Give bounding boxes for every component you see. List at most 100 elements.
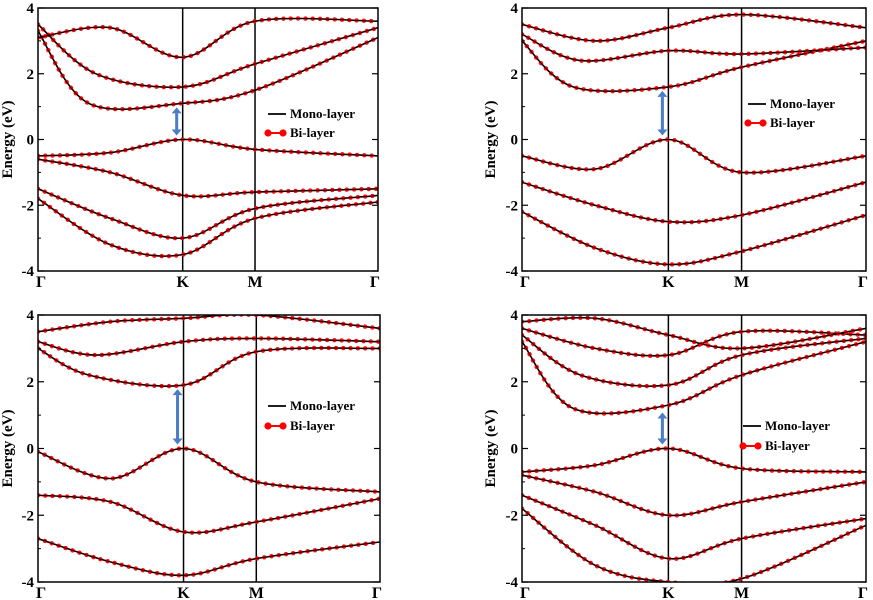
legend-bilayer-label: Bi-layer xyxy=(290,125,335,140)
mono-band-overlay-valence-3 xyxy=(38,188,378,239)
y-axis-label: Energy (eV) xyxy=(0,410,16,488)
bilayer-band-valence-2 xyxy=(522,180,866,225)
mono-band-overlay-valence-top xyxy=(38,448,380,493)
gap-arrow-head-top xyxy=(657,412,668,419)
mono-band-conduction-3 xyxy=(38,17,378,59)
y-tick-label: -4 xyxy=(506,575,519,591)
y-tick-label: 2 xyxy=(27,375,35,391)
mono-band-valence-2 xyxy=(522,474,866,517)
gap-arrow-head-bottom xyxy=(171,129,182,136)
bilayer-band-valence-3 xyxy=(522,209,866,267)
y-tick-label: 4 xyxy=(511,308,519,324)
y-tick-label: 4 xyxy=(511,1,519,17)
mono-band-conduction-bottom xyxy=(522,340,866,415)
gap-arrow-head-bottom xyxy=(172,438,183,445)
kpoint-label-1: K xyxy=(662,585,675,600)
legend: Mono-layer Bi-layer xyxy=(744,96,835,130)
mono-band-overlay-conduction-3 xyxy=(38,315,380,333)
gap-arrow-head-top xyxy=(171,107,182,114)
bilayer-band-valence-2 xyxy=(522,473,866,518)
bilayer-band-valence-top xyxy=(522,137,866,175)
legend-bilayer-marker xyxy=(264,129,272,137)
bilayer-band-valence-4 xyxy=(522,506,866,582)
band-panel-bottom-left: 4 2 0 -2 -4 Energy (eV) Γ K M Γ Mono-layer Bi-layer xyxy=(0,308,382,600)
bilayer-band-valence-2 xyxy=(38,493,380,535)
kpoint-label-0: Γ xyxy=(520,274,530,291)
mono-band-overlay-valence-2 xyxy=(38,494,380,534)
legend: Mono-layer Bi-layer xyxy=(739,418,830,453)
mono-band-overlay-valence-4 xyxy=(38,198,378,257)
mono-band-overlay-valence-top xyxy=(38,139,378,157)
mono-band-overlay-conduction-3 xyxy=(522,14,866,42)
bilayer-band-conduction-3 xyxy=(38,16,378,60)
y-axis-label: Energy (eV) xyxy=(0,101,16,179)
mono-band-overlay-valence-3 xyxy=(522,211,866,265)
bands xyxy=(522,315,866,582)
mono-band-overlay-valence-4 xyxy=(522,508,866,582)
mono-band-overlay-conduction-bottom xyxy=(38,347,380,387)
kpoint-label-3: Γ xyxy=(858,274,868,291)
legend-bilayer-marker xyxy=(279,422,287,430)
mono-band-overlay-valence-3 xyxy=(522,494,866,560)
legend-bilayer-marker xyxy=(279,129,287,137)
bilayer-band-valence-top xyxy=(522,446,866,475)
legend-bilayer-label: Bi-layer xyxy=(765,438,810,453)
mono-band-overlay-conduction-3 xyxy=(522,327,866,357)
legend-bilayer-label: Bi-layer xyxy=(770,115,815,130)
legend: Mono-layer Bi-layer xyxy=(264,398,355,433)
mono-band-overlay-conduction-bottom xyxy=(522,40,866,92)
kpoint-label-2: M xyxy=(734,585,749,600)
y-tick-label: 0 xyxy=(511,442,519,458)
y-tick-label: 0 xyxy=(511,133,519,149)
mono-band-overlay-conduction-2 xyxy=(522,33,866,62)
y-tick-label: -2 xyxy=(22,198,35,214)
kpoint-label-2: M xyxy=(734,274,749,291)
mono-band-overlay-valence-3 xyxy=(38,538,380,576)
y-tick-label: -2 xyxy=(506,508,519,524)
mono-band-overlay-conduction-2 xyxy=(38,24,378,88)
gap-arrow-head-top xyxy=(172,389,183,396)
legend-mono-label: Mono-layer xyxy=(290,398,355,413)
kpoint-label-0: Γ xyxy=(520,585,530,600)
gap-arrow-head-top xyxy=(657,90,668,97)
y-axis-label: Energy (eV) xyxy=(483,101,499,179)
mono-band-valence-2 xyxy=(38,494,380,534)
legend: Mono-layer Bi-layer xyxy=(264,106,355,140)
bilayer-band-valence-2 xyxy=(38,157,378,199)
y-tick-label: -2 xyxy=(22,508,35,524)
y-tick-label: -4 xyxy=(506,264,519,280)
mono-band-overlay-conduction-bottom xyxy=(522,341,866,414)
bilayer-band-conduction-2 xyxy=(38,22,378,90)
bilayer-band-valence-3 xyxy=(38,536,380,578)
bands xyxy=(38,315,380,578)
y-tick-label: 0 xyxy=(27,442,35,458)
bilayer-band-conduction-bottom xyxy=(522,339,866,416)
y-axis-label: Energy (eV) xyxy=(483,410,499,488)
mono-band-conduction-3 xyxy=(522,13,866,42)
legend-mono-label: Mono-layer xyxy=(765,418,830,433)
mono-band-valence-4 xyxy=(522,507,866,582)
y-tick-label: 2 xyxy=(511,67,519,83)
y-tick-label: 2 xyxy=(27,67,35,83)
legend-mono-label: Mono-layer xyxy=(290,106,355,121)
legend-mono-label: Mono-layer xyxy=(770,96,835,111)
band-panel-bottom-right: 4 2 0 -2 -4 Energy (eV) Γ K M Γ Mono-layer Bi-layer xyxy=(483,308,868,600)
legend-bilayer-marker xyxy=(744,119,752,127)
mono-band-conduction-2 xyxy=(38,23,378,89)
mono-band-valence-top xyxy=(38,447,380,493)
bands xyxy=(38,16,378,259)
kpoint-label-3: Γ xyxy=(370,274,380,291)
y-tick-label: 2 xyxy=(511,375,519,391)
bilayer-band-conduction-3 xyxy=(38,315,380,334)
kpoint-label-1: K xyxy=(176,274,189,291)
mono-band-overlay-conduction-4 xyxy=(522,317,866,349)
kpoint-label-2: M xyxy=(249,585,264,600)
mono-band-overlay-conduction-3 xyxy=(38,18,378,58)
bands xyxy=(522,12,866,267)
mono-band-overlay-conduction-2 xyxy=(522,334,866,387)
bilayer-band-valence-top xyxy=(38,446,380,495)
legend-bilayer-marker xyxy=(754,442,762,450)
mono-band-overlay-valence-2 xyxy=(522,181,866,223)
kpoint-label-2: M xyxy=(247,274,262,291)
